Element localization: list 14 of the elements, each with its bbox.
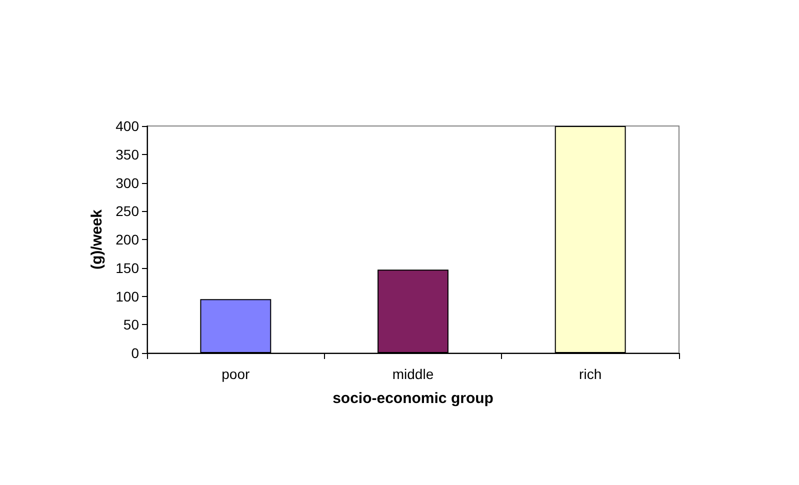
x-tick-label: poor xyxy=(222,366,250,382)
y-tick-label: 400 xyxy=(116,118,140,134)
x-tick-label: middle xyxy=(392,366,434,382)
y-tick-label: 0 xyxy=(131,345,140,361)
x-axis-title: socio-economic group xyxy=(332,390,494,407)
y-tick-label: 350 xyxy=(116,146,140,162)
y-axis-title: (g)/week xyxy=(88,208,106,270)
y-tick-label: 100 xyxy=(116,288,140,304)
x-tick-label: rich xyxy=(579,366,602,382)
y-tick-label: 200 xyxy=(116,232,140,248)
y-tick-label: 250 xyxy=(116,203,140,220)
y-tick-label: 150 xyxy=(116,260,140,276)
y-tick-label: 50 xyxy=(123,316,140,333)
y-tick-label: 300 xyxy=(116,174,140,191)
